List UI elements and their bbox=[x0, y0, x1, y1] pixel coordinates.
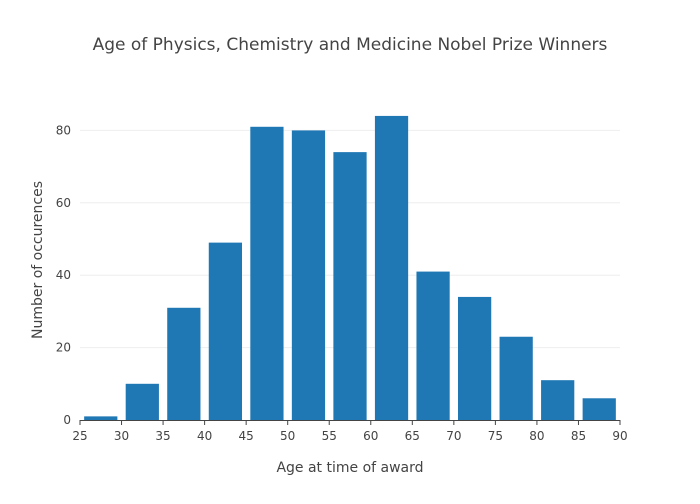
histogram-bar bbox=[374, 115, 409, 420]
y-axis-ticks: 0 20 40 60 80 bbox=[56, 123, 71, 427]
chart-title: Age of Physics, Chemistry and Medicine N… bbox=[93, 35, 608, 55]
x-tick-label: 30 bbox=[114, 429, 129, 443]
histogram-bar bbox=[84, 416, 118, 420]
histogram-bar bbox=[499, 336, 533, 420]
x-tick-label: 60 bbox=[363, 429, 378, 443]
histogram-bar bbox=[208, 242, 242, 420]
histogram-bar bbox=[125, 383, 159, 420]
histogram-bar bbox=[416, 271, 450, 420]
x-tick-label: 65 bbox=[405, 429, 420, 443]
x-tick-label: 85 bbox=[571, 429, 586, 443]
y-tick-label: 60 bbox=[56, 196, 71, 210]
x-tick-label: 55 bbox=[322, 429, 337, 443]
x-tick-label: 25 bbox=[72, 429, 87, 443]
histogram-bar bbox=[541, 380, 575, 420]
histogram-bar bbox=[458, 296, 492, 420]
x-tick-label: 75 bbox=[488, 429, 503, 443]
x-tick-label: 35 bbox=[155, 429, 170, 443]
x-tick-label: 40 bbox=[197, 429, 212, 443]
x-tick-label: 45 bbox=[239, 429, 254, 443]
histogram-bar bbox=[333, 152, 367, 420]
histogram-bar bbox=[291, 130, 326, 421]
x-tick-label: 70 bbox=[446, 429, 461, 443]
histogram-bar bbox=[250, 126, 284, 421]
histogram-bar bbox=[167, 307, 201, 420]
x-axis-title: Age at time of award bbox=[276, 460, 423, 476]
x-tick-label: 80 bbox=[529, 429, 544, 443]
x-tick-label: 90 bbox=[612, 429, 627, 443]
x-tick-label: 50 bbox=[280, 429, 295, 443]
y-tick-label: 80 bbox=[56, 123, 71, 137]
y-tick-label: 20 bbox=[56, 341, 71, 355]
y-tick-label: 0 bbox=[63, 413, 71, 427]
y-tick-label: 40 bbox=[56, 268, 71, 282]
bars bbox=[84, 115, 616, 421]
x-axis-ticks: 25 30 35 40 45 50 55 60 65 70 75 80 85 90 bbox=[72, 420, 628, 443]
histogram-bar bbox=[582, 398, 616, 420]
y-axis-title: Number of occurences bbox=[30, 181, 46, 339]
